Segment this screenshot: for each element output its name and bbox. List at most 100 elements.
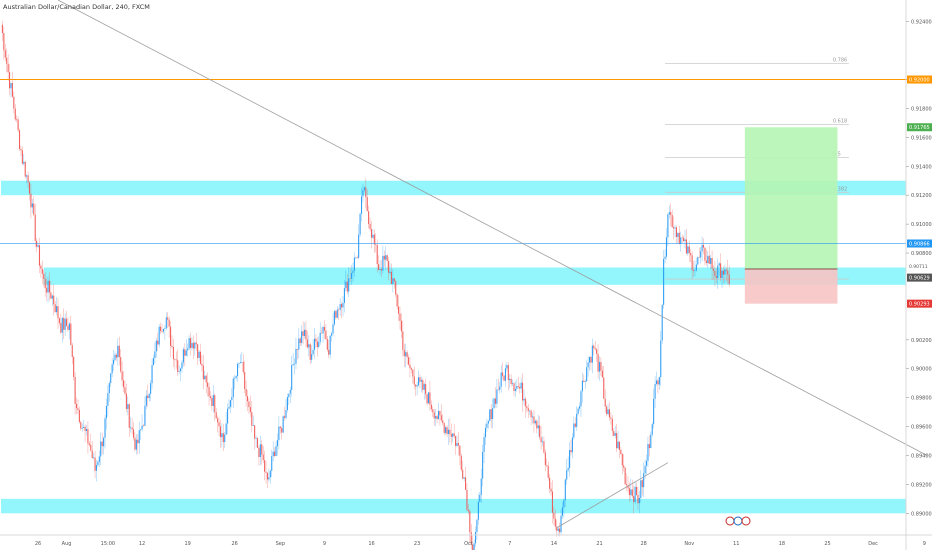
candle-body: [710, 258, 712, 264]
candle-body: [184, 349, 186, 356]
candle-body: [238, 363, 240, 365]
candle-body: [335, 311, 337, 318]
candle-body: [53, 295, 55, 305]
y-tick-label: 0.91800: [911, 106, 932, 112]
x-tick-label: 9: [323, 541, 326, 547]
candle-body: [171, 345, 173, 348]
candle-body: [20, 149, 22, 151]
candle-body: [380, 269, 383, 271]
candle-body: [127, 404, 129, 409]
candles-layer: [1, 20, 730, 550]
candle-body: [178, 371, 180, 372]
candle-body: [423, 384, 425, 390]
candle-body: [554, 518, 556, 527]
x-tick-label: Nov: [684, 541, 694, 547]
candle-body: [90, 444, 92, 451]
candle-body: [291, 365, 293, 391]
candle-body: [379, 269, 381, 271]
candle-body: [519, 386, 521, 389]
x-tick-label: 15:00: [101, 541, 115, 547]
candle-body: [724, 269, 726, 275]
candle-body: [105, 405, 107, 419]
candle-body: [191, 342, 193, 348]
candle-body: [325, 330, 327, 340]
candle-body: [138, 430, 140, 444]
candle-body: [561, 507, 563, 516]
candle-body: [721, 270, 723, 278]
current-price-badge: 0.90866: [909, 241, 930, 247]
candle-body: [131, 427, 133, 430]
candle-body: [440, 415, 442, 421]
candle-body: [536, 420, 538, 429]
candle-body: [405, 352, 407, 357]
candle-body: [480, 478, 482, 495]
candle-body: [640, 480, 642, 498]
y-tick-label: 0.90800: [911, 251, 932, 257]
candle-body: [474, 532, 477, 544]
candle-body: [492, 408, 494, 419]
candle-body: [60, 323, 62, 333]
candle-body: [313, 338, 316, 350]
support-resistance-zone: [43, 267, 906, 285]
candle-body: [690, 253, 692, 256]
candle-body: [410, 368, 412, 370]
candle-body: [46, 288, 48, 293]
candle-body: [88, 443, 90, 445]
target-zone: [744, 127, 838, 269]
candle-body: [691, 255, 693, 271]
candle-body: [510, 378, 512, 384]
candle-body: [28, 182, 31, 194]
candle-body: [594, 348, 596, 350]
candle-body: [630, 489, 632, 496]
candle-body: [544, 452, 546, 466]
candle-body: [91, 450, 93, 458]
candle-body: [352, 270, 354, 274]
candle-body: [303, 329, 306, 336]
candle-body: [577, 408, 579, 414]
candle-body: [315, 338, 317, 342]
candle-body: [356, 257, 358, 259]
long-position-tool[interactable]: [744, 127, 838, 304]
candle-body: [299, 338, 301, 343]
candle-body: [522, 382, 524, 401]
candle-body: [38, 245, 41, 266]
candle-body: [26, 175, 28, 177]
candle-body: [57, 306, 59, 319]
candle-body: [650, 434, 652, 449]
candle-body: [727, 270, 729, 275]
candle-body: [674, 227, 676, 229]
event-icons[interactable]: [725, 516, 751, 526]
candle-body: [570, 450, 572, 453]
candle-body: [417, 377, 420, 386]
candle-body: [211, 398, 213, 407]
candle-body: [439, 411, 441, 416]
candle-body: [268, 477, 270, 480]
candle-body: [316, 341, 318, 347]
candle-body: [285, 410, 287, 418]
candle-body: [643, 473, 645, 488]
candle-body: [628, 488, 630, 496]
candle-body: [266, 472, 269, 480]
y-tick-label: 0.90000: [911, 367, 932, 373]
candle-body: [13, 96, 15, 109]
candle-body: [660, 340, 662, 378]
candle-body: [610, 417, 612, 419]
candle-body: [215, 412, 217, 419]
x-tick-label: 11: [733, 541, 739, 547]
candle-body: [177, 360, 179, 372]
candle-body: [720, 263, 722, 278]
candle-body: [462, 469, 464, 479]
candle-body: [382, 255, 384, 271]
candle-body: [540, 437, 542, 443]
candle-body: [85, 429, 88, 431]
candle-body: [576, 413, 578, 427]
x-tick-label: 26: [35, 541, 41, 547]
candle-body: [621, 453, 623, 466]
candle-body: [566, 470, 568, 480]
candle-body: [189, 338, 192, 348]
candle-body: [489, 409, 491, 421]
candle-body: [228, 406, 230, 409]
candle-body: [298, 338, 300, 350]
candle-body: [167, 317, 169, 320]
